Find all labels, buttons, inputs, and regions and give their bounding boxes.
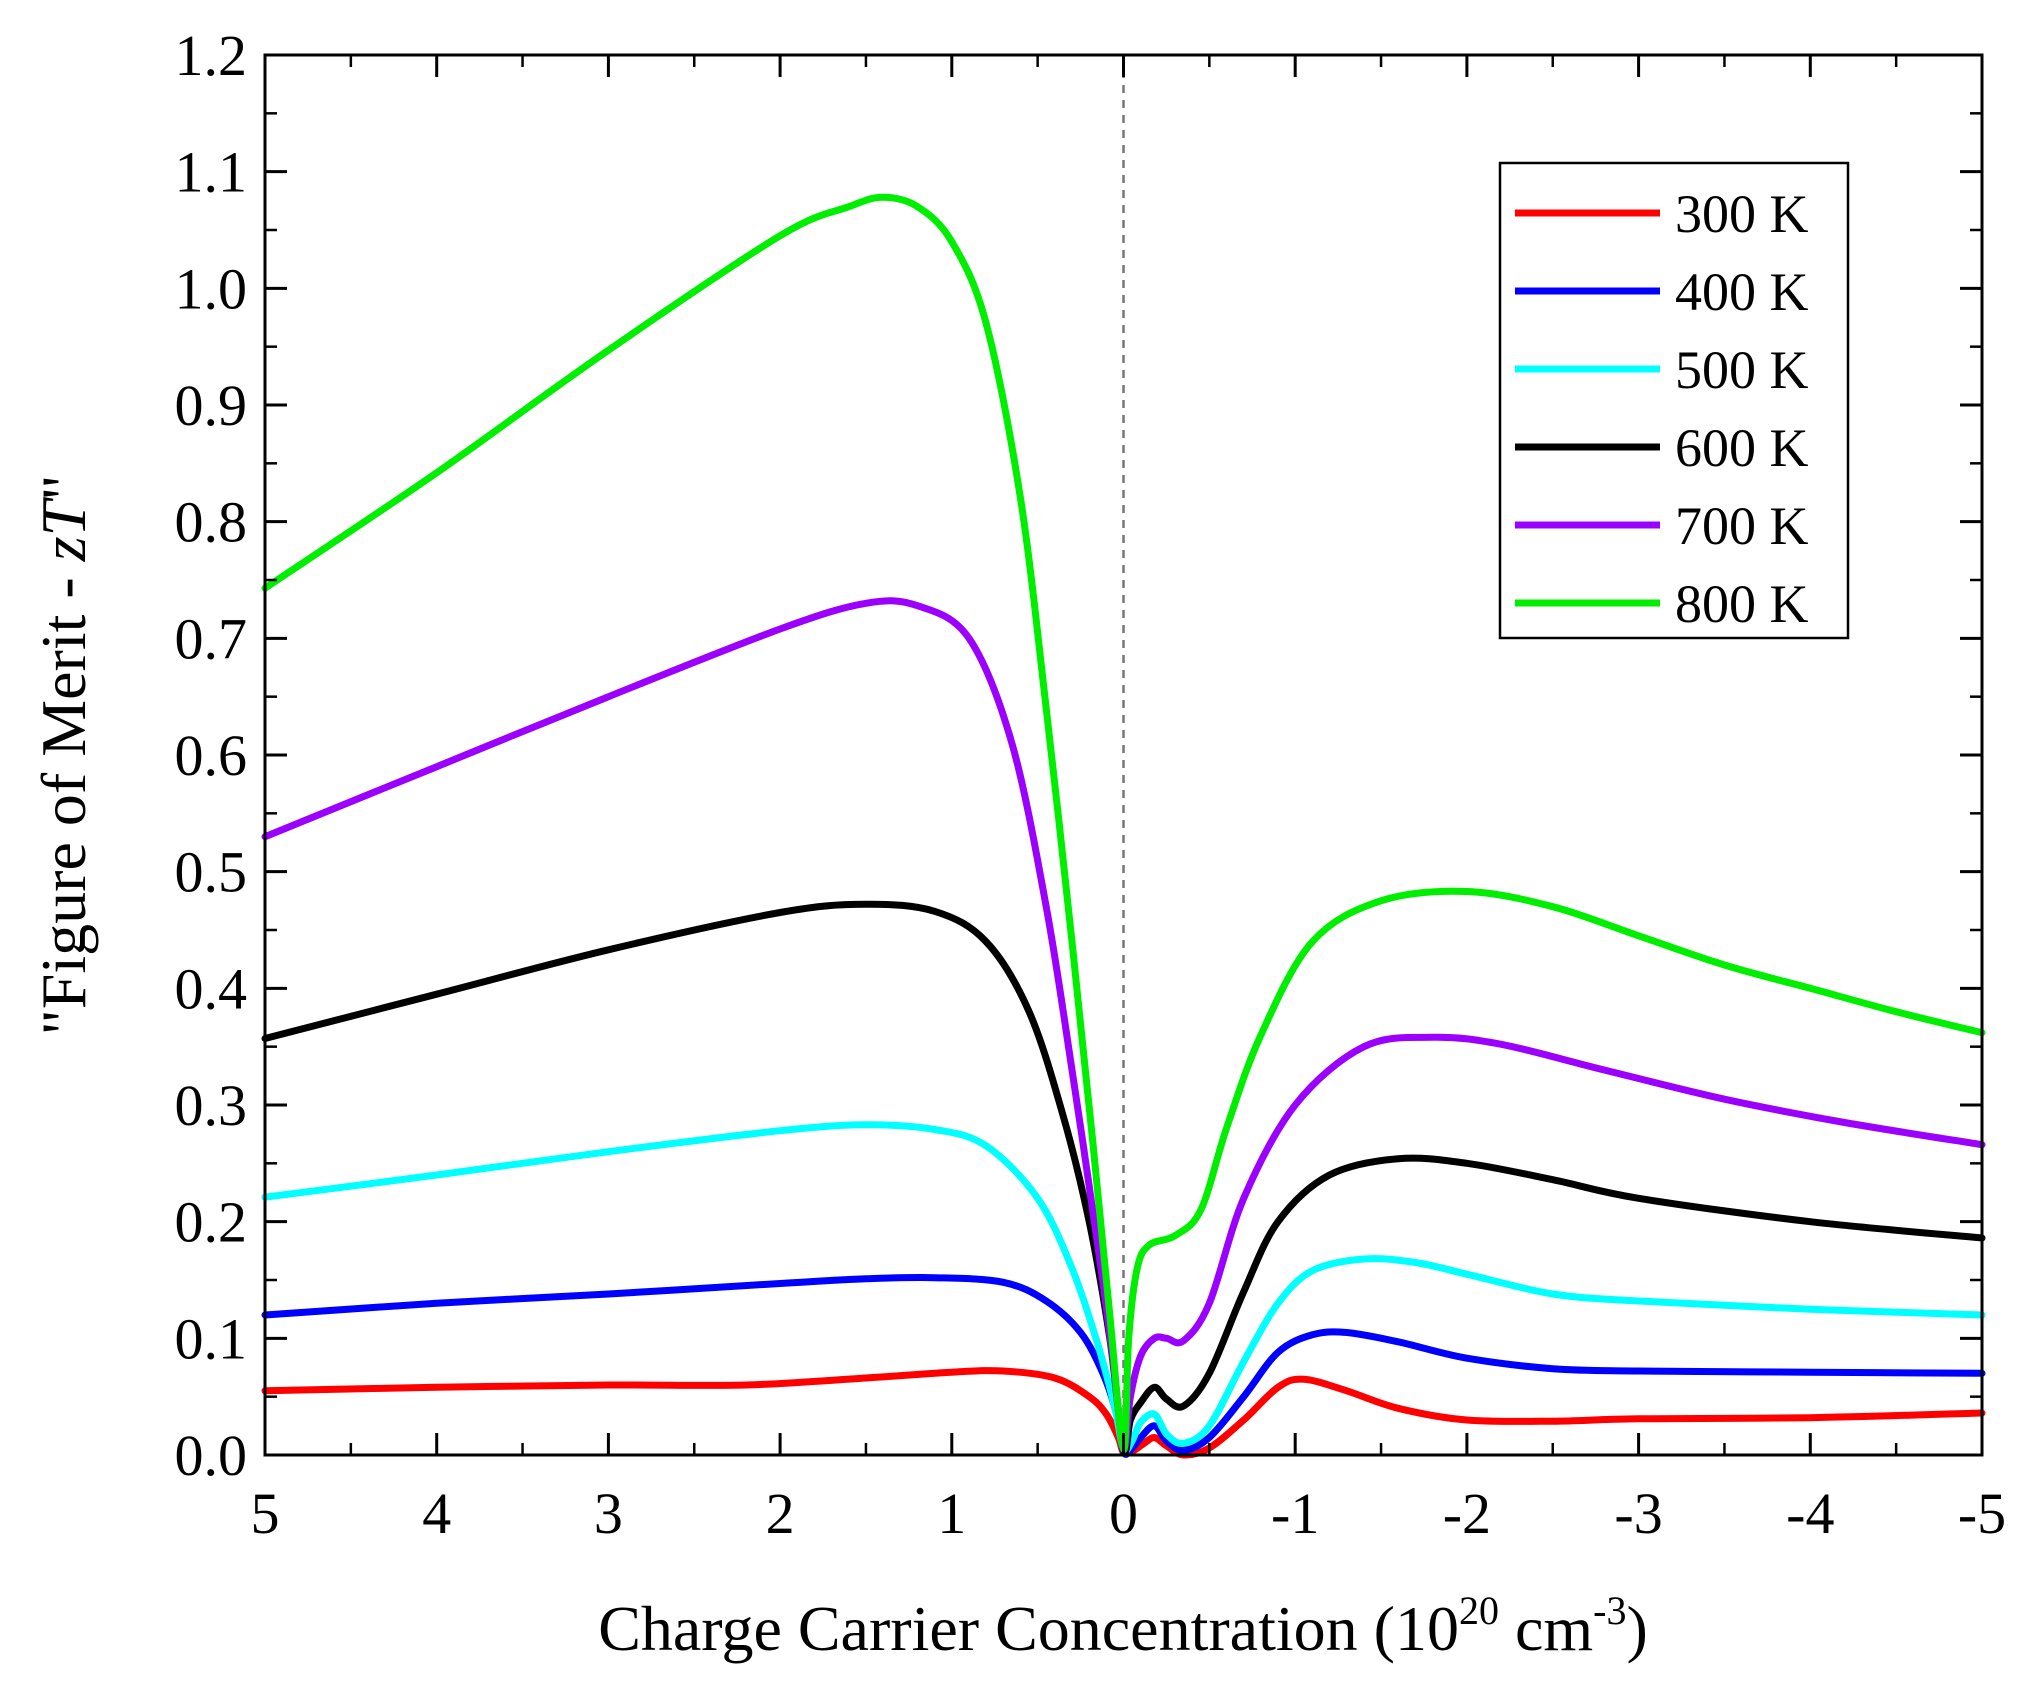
y-tick-label: 0.8	[175, 490, 248, 555]
series-line-400k	[261, 1273, 1986, 1458]
x-axis-title: Charge Carrier Concentration (1020 cm-3)	[598, 1588, 1648, 1664]
plot-frame	[263, 53, 1984, 1457]
y-tick-label: 0.0	[175, 1423, 248, 1488]
series-line-300k	[261, 1367, 1986, 1459]
legend-label: 600 K	[1675, 418, 1809, 478]
y-tick-label: 0.3	[175, 1073, 248, 1138]
y-tick-label: 1.0	[175, 256, 248, 321]
series-line-500k	[261, 1121, 1986, 1455]
legend-label: 800 K	[1675, 574, 1809, 634]
y-tick-label: 0.4	[175, 956, 248, 1021]
legend-label: 500 K	[1675, 340, 1809, 400]
x-tick-label: 5	[251, 1481, 280, 1546]
x-tick-label: -2	[1443, 1481, 1491, 1546]
legend-label: 300 K	[1675, 184, 1809, 244]
series-line-600k	[261, 900, 1986, 1456]
legend-label: 700 K	[1675, 496, 1809, 556]
legend-label: 400 K	[1675, 262, 1809, 322]
x-tick-label: -5	[1958, 1481, 2006, 1546]
legend-box	[1498, 161, 1850, 640]
y-tick-label: 1.1	[175, 140, 248, 205]
x-tick-label: -4	[1786, 1481, 1834, 1546]
x-tick-label: 3	[594, 1481, 623, 1546]
y-tick-label: 1.2	[175, 23, 248, 88]
legend: 300 K 400 K 500 K 600 K 700 K 800 K	[1498, 161, 1850, 640]
x-tick-label: -1	[1271, 1481, 1319, 1546]
y-tick-label: 0.7	[175, 606, 248, 671]
x-tick-label: 4	[422, 1481, 451, 1546]
x-tick-label: 2	[766, 1481, 795, 1546]
y-tick-label: 0.5	[175, 840, 248, 905]
y-tick-label: 0.1	[175, 1306, 248, 1371]
y-tick-label: 0.2	[175, 1190, 248, 1255]
series-line-800k	[261, 193, 1986, 1453]
y-tick-label: 0.9	[175, 373, 248, 438]
x-tick-label: -3	[1614, 1481, 1662, 1546]
ticks-layer: 5 4 3 2 1 0 -1 -2 -3 -4 -5 0.0 0.1 0.2 0.3 0.4 0.5 0.6 0.7…	[175, 23, 2007, 1546]
x-tick-label: 0	[1109, 1481, 1138, 1546]
y-tick-label: 0.6	[175, 723, 248, 788]
y-axis-title: "Figure of Merit - zT"	[28, 475, 99, 1036]
series-layer	[261, 193, 1986, 1459]
x-tick-label: 1	[937, 1481, 966, 1546]
